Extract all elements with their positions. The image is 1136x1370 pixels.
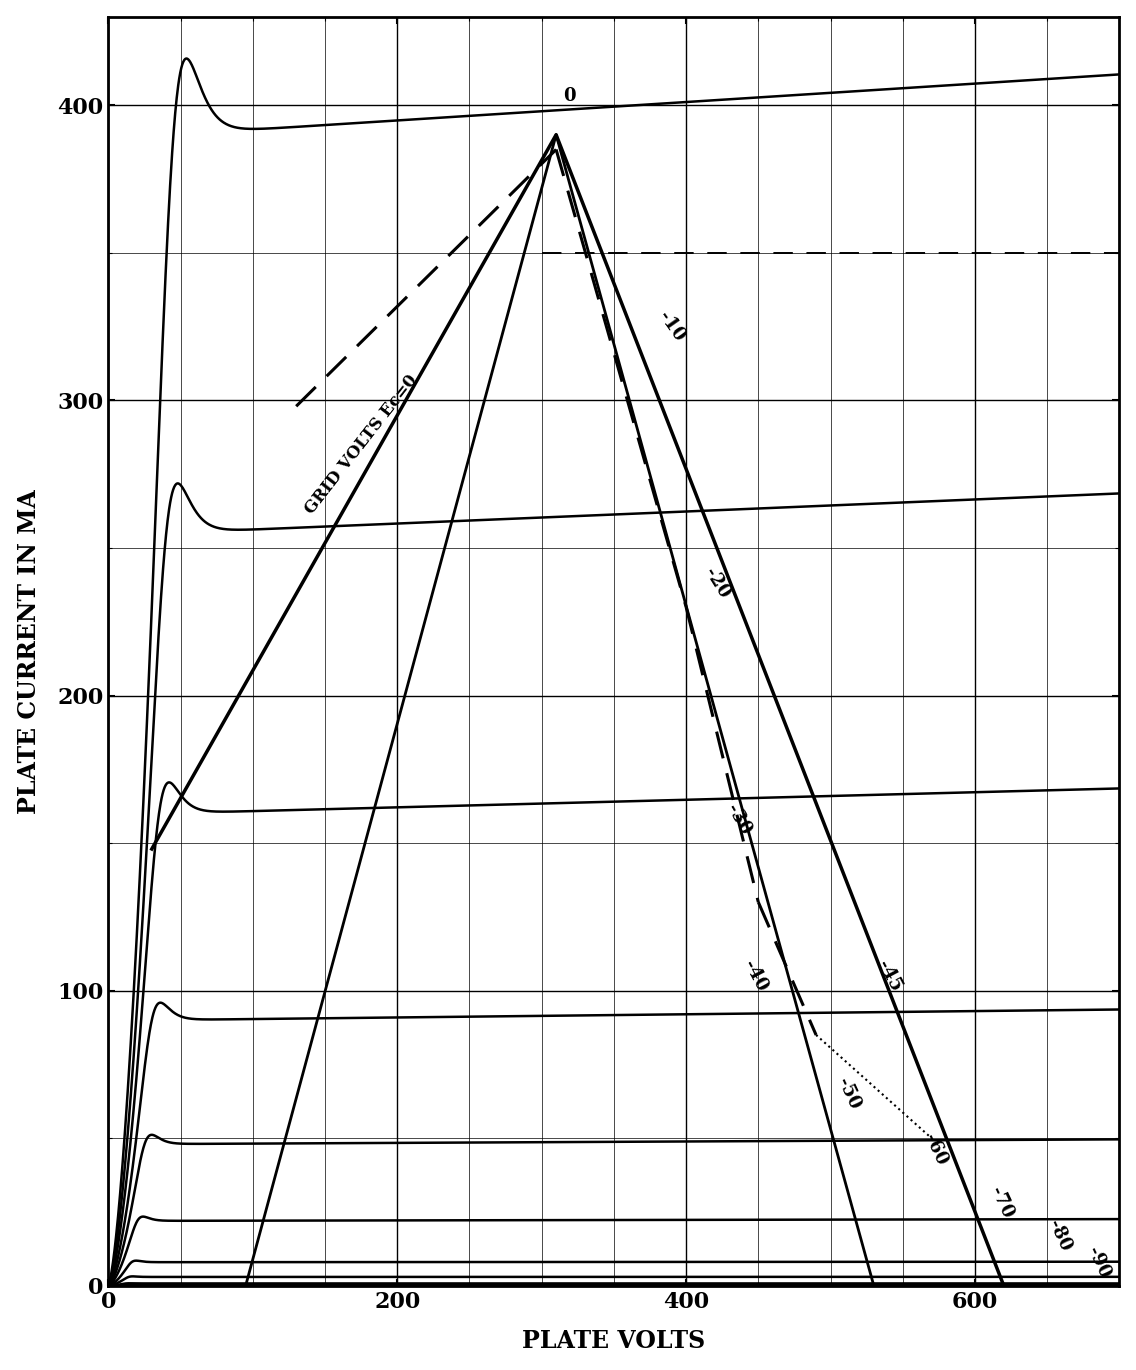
Text: -80: -80 — [1044, 1217, 1075, 1254]
Text: -10: -10 — [654, 308, 687, 345]
Text: GRID VOLTS Ec=0: GRID VOLTS Ec=0 — [301, 371, 420, 518]
Text: -45: -45 — [874, 958, 905, 995]
X-axis label: PLATE VOLTS: PLATE VOLTS — [523, 1329, 705, 1354]
Text: 0: 0 — [563, 88, 576, 105]
Text: -60: -60 — [920, 1132, 950, 1169]
Text: -20: -20 — [701, 564, 733, 601]
Text: -30: -30 — [722, 801, 754, 838]
Text: -50: -50 — [834, 1075, 863, 1112]
Text: -40: -40 — [740, 958, 770, 995]
Text: -90: -90 — [1084, 1244, 1113, 1281]
Text: -70: -70 — [986, 1185, 1017, 1222]
Y-axis label: PLATE CURRENT IN MA: PLATE CURRENT IN MA — [17, 489, 41, 814]
